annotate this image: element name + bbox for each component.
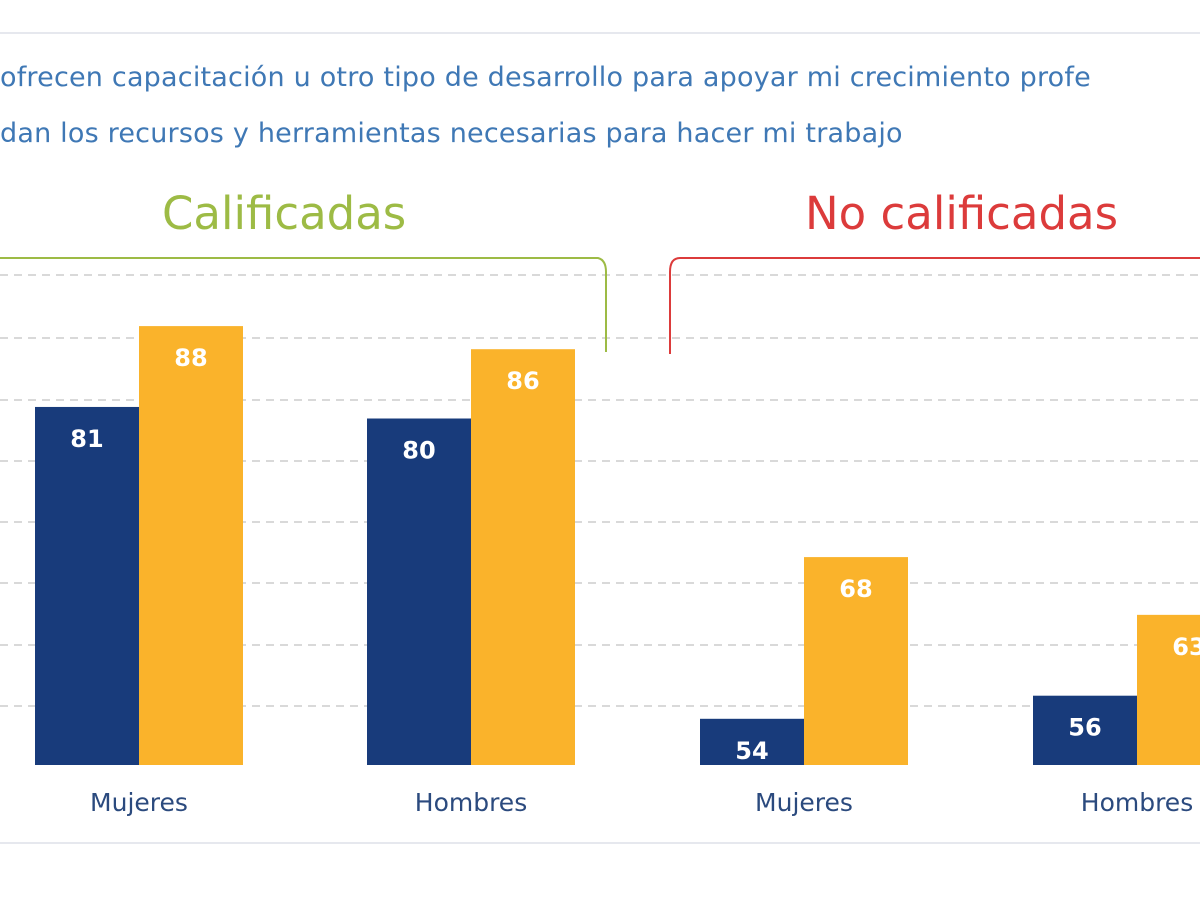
bracket-no-calificadas xyxy=(669,257,1200,354)
group-title-calificadas: Calificadas xyxy=(162,187,407,240)
bar-value-label: 81 xyxy=(70,425,103,453)
legend-series-2: dan los recursos y herramientas necesari… xyxy=(0,118,903,149)
legend-series-1: ofrecen capacitación u otro tipo de desa… xyxy=(0,62,1091,93)
category-label: Mujeres xyxy=(90,788,188,817)
bar-series-2-hombres-1 xyxy=(471,349,575,765)
bar-series-1-hombres-3 xyxy=(1033,695,1137,765)
category-labels: Mujeres Hombres Mujeres Hombres xyxy=(90,788,1193,817)
bar-value-label: 80 xyxy=(402,437,435,465)
category-label: Hombres xyxy=(1081,788,1193,817)
bar-series-2-mujeres-0 xyxy=(139,326,243,765)
category-label: Hombres xyxy=(415,788,527,817)
bar-value-label: 68 xyxy=(839,575,872,603)
bar-series-1-mujeres-2 xyxy=(700,718,804,765)
bar-series-2-mujeres-2 xyxy=(804,557,908,765)
bar-value-label: 86 xyxy=(506,367,539,395)
bar-labels: 81 88 80 86 54 68 56 63 xyxy=(70,344,1200,765)
bar-series-1-hombres-1 xyxy=(367,418,471,765)
bars xyxy=(35,326,1200,765)
category-label: Mujeres xyxy=(755,788,853,817)
group-title-no-calificadas: No calificadas xyxy=(805,187,1119,240)
bar-value-label: 54 xyxy=(735,737,768,765)
bar-series-1-mujeres-0 xyxy=(35,406,139,765)
bar-value-label: 88 xyxy=(174,344,207,372)
bar-value-label: 56 xyxy=(1068,714,1101,742)
bracket-calificadas xyxy=(0,257,607,352)
chart-frame xyxy=(0,32,1200,844)
bar-series-2-hombres-3 xyxy=(1137,614,1200,765)
bar-value-label: 63 xyxy=(1172,633,1200,661)
